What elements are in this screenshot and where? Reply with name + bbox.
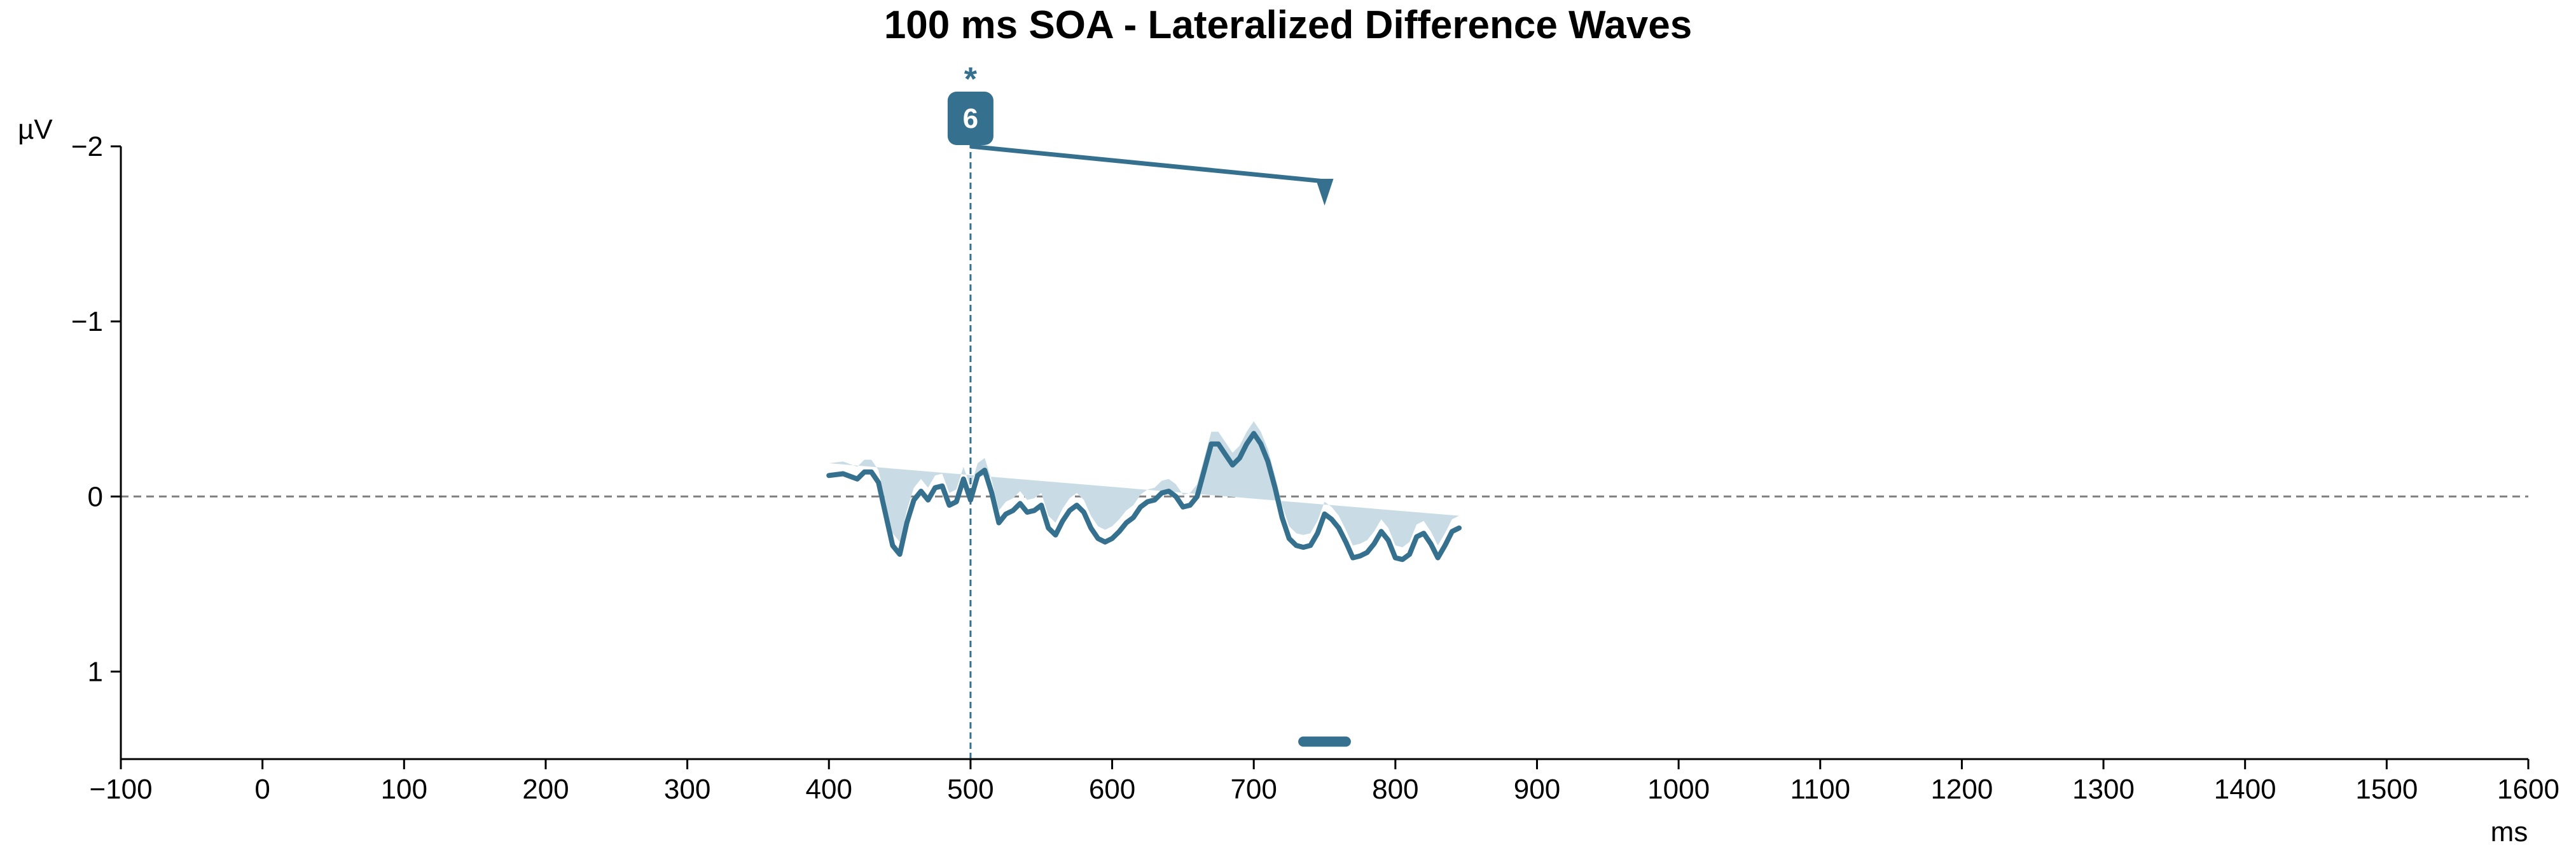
x-tick-label: −100 — [89, 774, 152, 805]
x-tick-label: 700 — [1230, 774, 1277, 805]
x-tick-label: 900 — [1514, 774, 1560, 805]
reference-marker-label: 6 — [963, 103, 978, 134]
x-tick-label: 1600 — [2497, 774, 2559, 805]
x-axis-label: ms — [2491, 816, 2528, 848]
onset-arrow-line — [970, 144, 1325, 184]
y-axis-label: µV — [18, 114, 53, 145]
x-tick-label: 1300 — [2072, 774, 2135, 805]
x-tick-label: 200 — [522, 774, 569, 805]
x-tick-label: 100 — [381, 774, 427, 805]
difference-wave-line — [826, 431, 1462, 562]
plot-layer — [826, 421, 1462, 562]
y-tick-label: 0 — [88, 481, 103, 512]
x-tick-label: 1200 — [1930, 774, 1993, 805]
x-tick-label: 1100 — [1790, 774, 1850, 805]
x-tick-label: 1400 — [2214, 774, 2276, 805]
x-tick-label: 400 — [806, 774, 852, 805]
y-tick-label: 1 — [88, 656, 103, 687]
x-axis-ticks: −100 0 100 200 300 400 500 600 700 800 900 1000 1100… — [89, 759, 2559, 805]
x-tick-label: 1500 — [2355, 774, 2418, 805]
onset-arrow-head — [1315, 179, 1334, 206]
x-tick-label: 300 — [664, 774, 710, 805]
annotation-layer: 6* — [947, 61, 1351, 759]
y-axis-ticks: −2 −1 0 1 — [71, 131, 121, 687]
y-tick-label: −1 — [71, 306, 103, 337]
x-tick-label: 500 — [947, 774, 994, 805]
x-tick-label: 600 — [1089, 774, 1135, 805]
x-tick-label: 800 — [1372, 774, 1418, 805]
chart-title: 100 ms SOA - Lateralized Difference Wave… — [884, 3, 1692, 47]
x-tick-label: 0 — [254, 774, 270, 805]
confidence-band — [829, 421, 1459, 548]
significance-star: * — [964, 61, 978, 98]
x-tick-label: 1000 — [1647, 774, 1710, 805]
y-tick-label: −2 — [71, 131, 103, 162]
reference-marker-box — [947, 92, 994, 145]
